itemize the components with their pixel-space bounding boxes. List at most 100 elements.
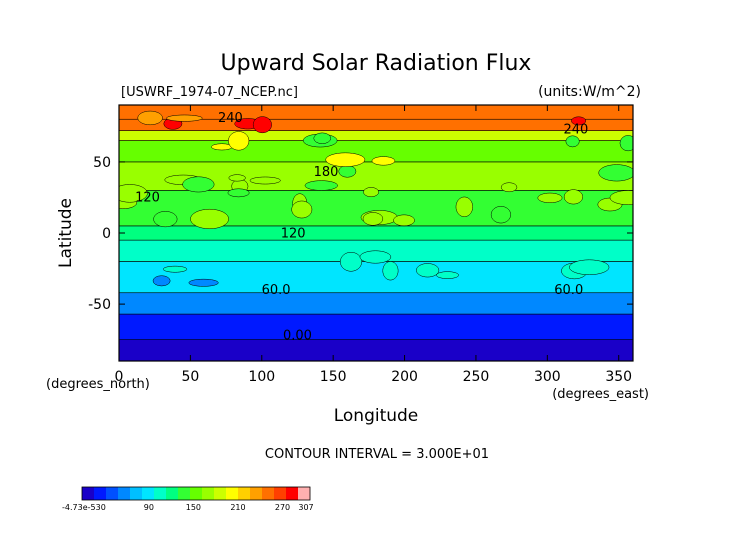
- contour-patch: [598, 164, 633, 182]
- contour-patch: [338, 165, 357, 178]
- x-tick-label: 200: [391, 369, 418, 385]
- colorbar-swatch: [274, 487, 287, 500]
- colorbar-swatch: [118, 487, 131, 500]
- colorbar-swatch: [106, 487, 119, 500]
- y-tick-label: 0: [102, 226, 111, 242]
- x-tick-label: 350: [605, 369, 632, 385]
- contour-patch: [162, 265, 188, 273]
- contour-label: 0.00: [283, 329, 312, 344]
- x-unit-label: (degrees_east): [552, 387, 649, 402]
- contour-patch: [249, 176, 281, 185]
- contour-patch: [609, 190, 633, 205]
- contour-patch: [371, 156, 396, 166]
- x-tick-label: 100: [248, 369, 275, 385]
- x-axis: 0 50 100 150 200 250 300 350: [115, 105, 632, 385]
- colorbar-swatch: [214, 487, 227, 500]
- contour-patch: [228, 174, 246, 182]
- colorbar-swatch: [226, 487, 239, 500]
- colorbar-swatch: [82, 487, 95, 500]
- x-tick-label: 250: [463, 369, 490, 385]
- contour-patch: [325, 152, 366, 167]
- x-tick-label: 300: [534, 369, 561, 385]
- contour-patch: [152, 275, 171, 287]
- contour-patch: [455, 196, 473, 217]
- latitude-band: [119, 118, 633, 131]
- contour-patch: [359, 250, 392, 264]
- contour-label: 240: [563, 122, 588, 137]
- colorbar-tick-label: 90: [144, 503, 154, 512]
- contour-patch: [537, 192, 563, 204]
- latitude-band: [119, 105, 633, 120]
- colorbar-tick-label: -4.73e-530: [62, 503, 106, 512]
- contour-patch: [362, 212, 384, 226]
- contour-patch: [571, 116, 587, 126]
- colorbar-swatch: [94, 487, 107, 500]
- contour-label: 120: [135, 191, 160, 206]
- contour-patch: [188, 278, 219, 287]
- colorbar-tick-label: 307: [298, 503, 313, 512]
- contour-patches: [119, 110, 633, 287]
- contour-patch: [382, 261, 399, 281]
- colorbar-tick-label: 150: [186, 503, 201, 512]
- contour-patch: [228, 131, 250, 151]
- latitude-band: [119, 130, 633, 141]
- contour-label: 60.0: [554, 283, 583, 298]
- contour-patch: [565, 135, 580, 148]
- colorbar-swatch: [130, 487, 143, 500]
- contour-label: 120: [281, 226, 306, 241]
- contour-patch: [137, 110, 163, 126]
- contour-patch: [313, 132, 331, 144]
- contour-interval: CONTOUR INTERVAL = 3.000E+01: [265, 447, 489, 462]
- latitude-band: [119, 225, 633, 241]
- contour-patch: [227, 188, 250, 198]
- colorbar-frame: [81, 486, 311, 501]
- units-label: (units:W/m^2): [538, 84, 641, 100]
- contour-patch: [416, 263, 440, 278]
- plot-area: [119, 105, 633, 361]
- contour-patch: [190, 208, 229, 230]
- latitude-band: [119, 313, 633, 340]
- contour-patch: [182, 176, 215, 193]
- y-tick-label: -50: [88, 297, 111, 313]
- colorbar-swatch: [190, 487, 203, 500]
- colorbar-swatch: [298, 487, 311, 500]
- colorbar: [81, 486, 311, 501]
- contour-labels: 240 240 180 120 120 60.0 60.0 0.00: [135, 111, 588, 344]
- colorbar-tick-labels: -4.73e-530 90 150 210 270 307: [62, 503, 314, 512]
- colorbar-swatch: [262, 487, 275, 500]
- contour-label: 60.0: [262, 283, 291, 298]
- colorbar-swatch: [250, 487, 263, 500]
- contour-patch: [153, 211, 178, 228]
- colorbar-tick-label: 210: [230, 503, 245, 512]
- x-tick-label: 0: [115, 369, 124, 385]
- contour-patch: [393, 214, 415, 227]
- contour-patch: [363, 187, 379, 198]
- colorbar-swatch: [286, 487, 299, 500]
- contour-patch: [252, 116, 272, 134]
- file-label: [USWRF_1974-07_NCEP.nc]: [121, 85, 298, 100]
- contour-patch: [619, 135, 633, 152]
- contour-patch: [436, 271, 459, 279]
- contour-patch: [340, 251, 363, 272]
- y-tick-label: 50: [93, 155, 111, 171]
- y-unit-label: (degrees_north): [46, 377, 150, 392]
- x-tick-label: 150: [320, 369, 347, 385]
- contour-patch: [569, 259, 610, 275]
- colorbar-swatch: [178, 487, 191, 500]
- colorbar-tick-label: 270: [275, 503, 290, 512]
- x-axis-title: Longitude: [334, 406, 419, 426]
- x-tick-label: 50: [181, 369, 199, 385]
- colorbar-swatch: [142, 487, 155, 500]
- colorbar-swatch: [166, 487, 179, 500]
- chart-title: Upward Solar Radiation Flux: [221, 51, 532, 76]
- contour-patch: [291, 200, 313, 219]
- latitude-band: [119, 339, 633, 361]
- contour-patch: [166, 114, 203, 122]
- colorbar-swatch: [154, 487, 167, 500]
- latitude-bands: [119, 105, 633, 361]
- contour-patch: [563, 189, 583, 205]
- colorbar-swatch: [202, 487, 215, 500]
- y-axis-title: Latitude: [56, 198, 76, 268]
